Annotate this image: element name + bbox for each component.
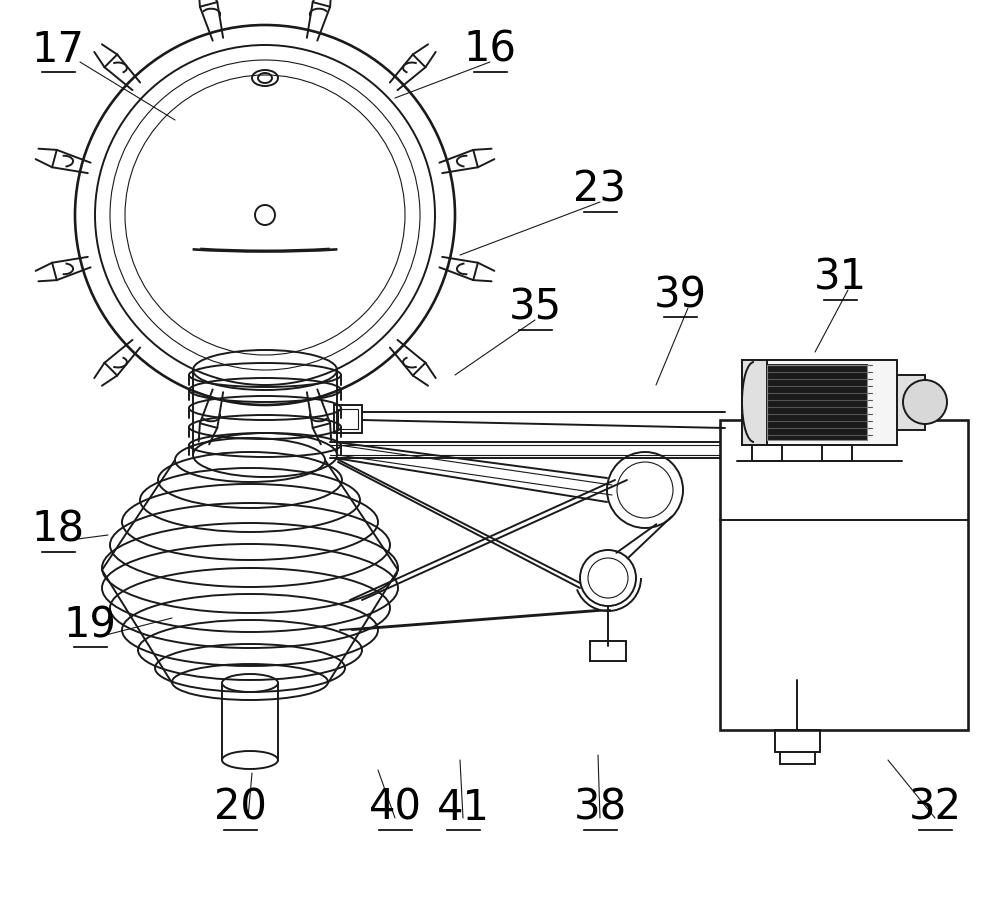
Bar bbox=[767, 365, 867, 440]
Text: 18: 18 bbox=[31, 509, 85, 551]
Text: 20: 20 bbox=[214, 787, 266, 829]
Text: 38: 38 bbox=[573, 787, 627, 829]
Bar bbox=[742, 360, 767, 445]
Ellipse shape bbox=[903, 380, 947, 424]
Text: 35: 35 bbox=[508, 287, 562, 329]
Bar bbox=[742, 360, 897, 445]
Text: 17: 17 bbox=[32, 29, 84, 71]
Bar bbox=[590, 641, 626, 661]
Bar bbox=[334, 405, 362, 433]
Text: 39: 39 bbox=[654, 274, 706, 316]
Bar bbox=[767, 365, 867, 440]
Bar bbox=[897, 375, 925, 430]
Text: 41: 41 bbox=[436, 787, 490, 829]
Text: 40: 40 bbox=[368, 787, 422, 829]
Text: 23: 23 bbox=[574, 169, 626, 211]
Bar bbox=[752, 445, 782, 461]
Text: 31: 31 bbox=[813, 257, 867, 299]
Text: 19: 19 bbox=[64, 604, 116, 646]
Bar bbox=[775, 730, 820, 752]
Bar bbox=[822, 445, 852, 461]
Bar bbox=[720, 420, 968, 730]
Bar bbox=[338, 409, 358, 429]
Text: 32: 32 bbox=[908, 787, 962, 829]
Text: 16: 16 bbox=[464, 29, 516, 71]
Bar bbox=[780, 752, 815, 764]
